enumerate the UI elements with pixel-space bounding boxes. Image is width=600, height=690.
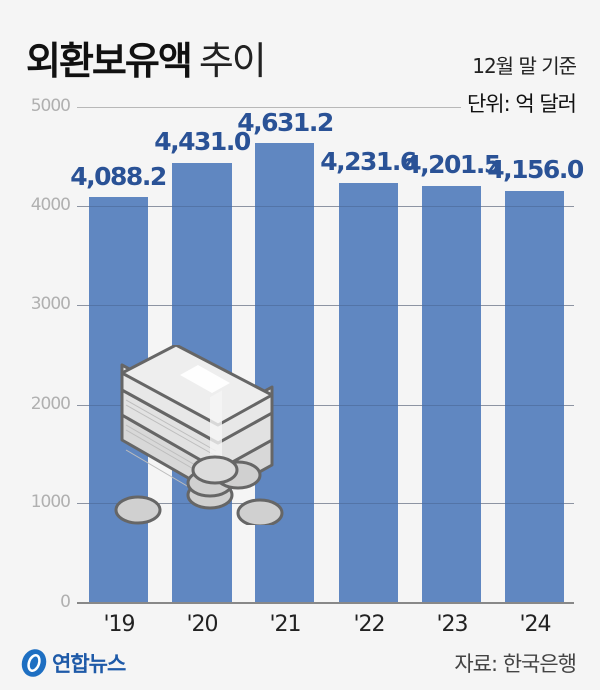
value-label-2024: 4,156.0	[487, 155, 584, 184]
bar-2024	[505, 191, 564, 603]
ytick-5000: 5000	[30, 96, 71, 116]
title-light: 추이	[198, 39, 267, 83]
xlabel-2024: '24	[519, 612, 551, 637]
ytick-4000: 4000	[30, 195, 71, 215]
money-stack-icon	[110, 343, 290, 529]
baseline-axis	[77, 602, 574, 604]
value-label-2021: 4,631.2	[237, 108, 334, 137]
bar-2021	[255, 143, 314, 603]
gridline-1000	[77, 503, 574, 504]
value-label-2020: 4,431.0	[154, 127, 251, 156]
basis-note: 12월 말 기준	[472, 54, 577, 78]
yonhap-logo: 연합뉴스	[20, 648, 126, 678]
gridline-5000	[77, 107, 574, 108]
bar-2022	[339, 183, 398, 603]
value-label-2019: 4,088.2	[70, 162, 167, 191]
yonhap-logo-icon	[21, 649, 47, 677]
source-note: 자료: 한국은행	[454, 652, 577, 676]
unit-note: 단위: 억 달러	[460, 88, 577, 118]
xlabel-2021: '21	[269, 612, 301, 637]
gridline-3000	[77, 305, 574, 306]
xlabel-2023: '23	[436, 612, 468, 637]
xlabel-2020: '20	[186, 612, 218, 637]
ytick-2000: 2000	[30, 394, 71, 414]
gridline-2000	[77, 405, 574, 406]
ytick-3000: 3000	[30, 294, 71, 314]
xlabel-2019: '19	[103, 612, 135, 637]
ytick-0: 0	[60, 592, 71, 612]
gridline-overlay-4000	[77, 206, 574, 207]
gridline-overlay-2000	[77, 405, 574, 406]
logo-text: 연합뉴스	[52, 652, 126, 676]
gridline-overlay-1000	[77, 503, 574, 504]
value-label-2023: 4,201.5	[404, 150, 501, 179]
bar-2023	[422, 186, 481, 603]
gridline-overlay-3000	[77, 305, 574, 306]
title-bold: 외환보유액	[26, 39, 193, 83]
value-label-2022: 4,231.6	[320, 147, 417, 176]
gridline-4000	[77, 206, 574, 207]
xlabel-2022: '22	[353, 612, 385, 637]
ytick-1000: 1000	[30, 492, 71, 512]
chart-title: 외환보유액 추이	[26, 30, 267, 85]
